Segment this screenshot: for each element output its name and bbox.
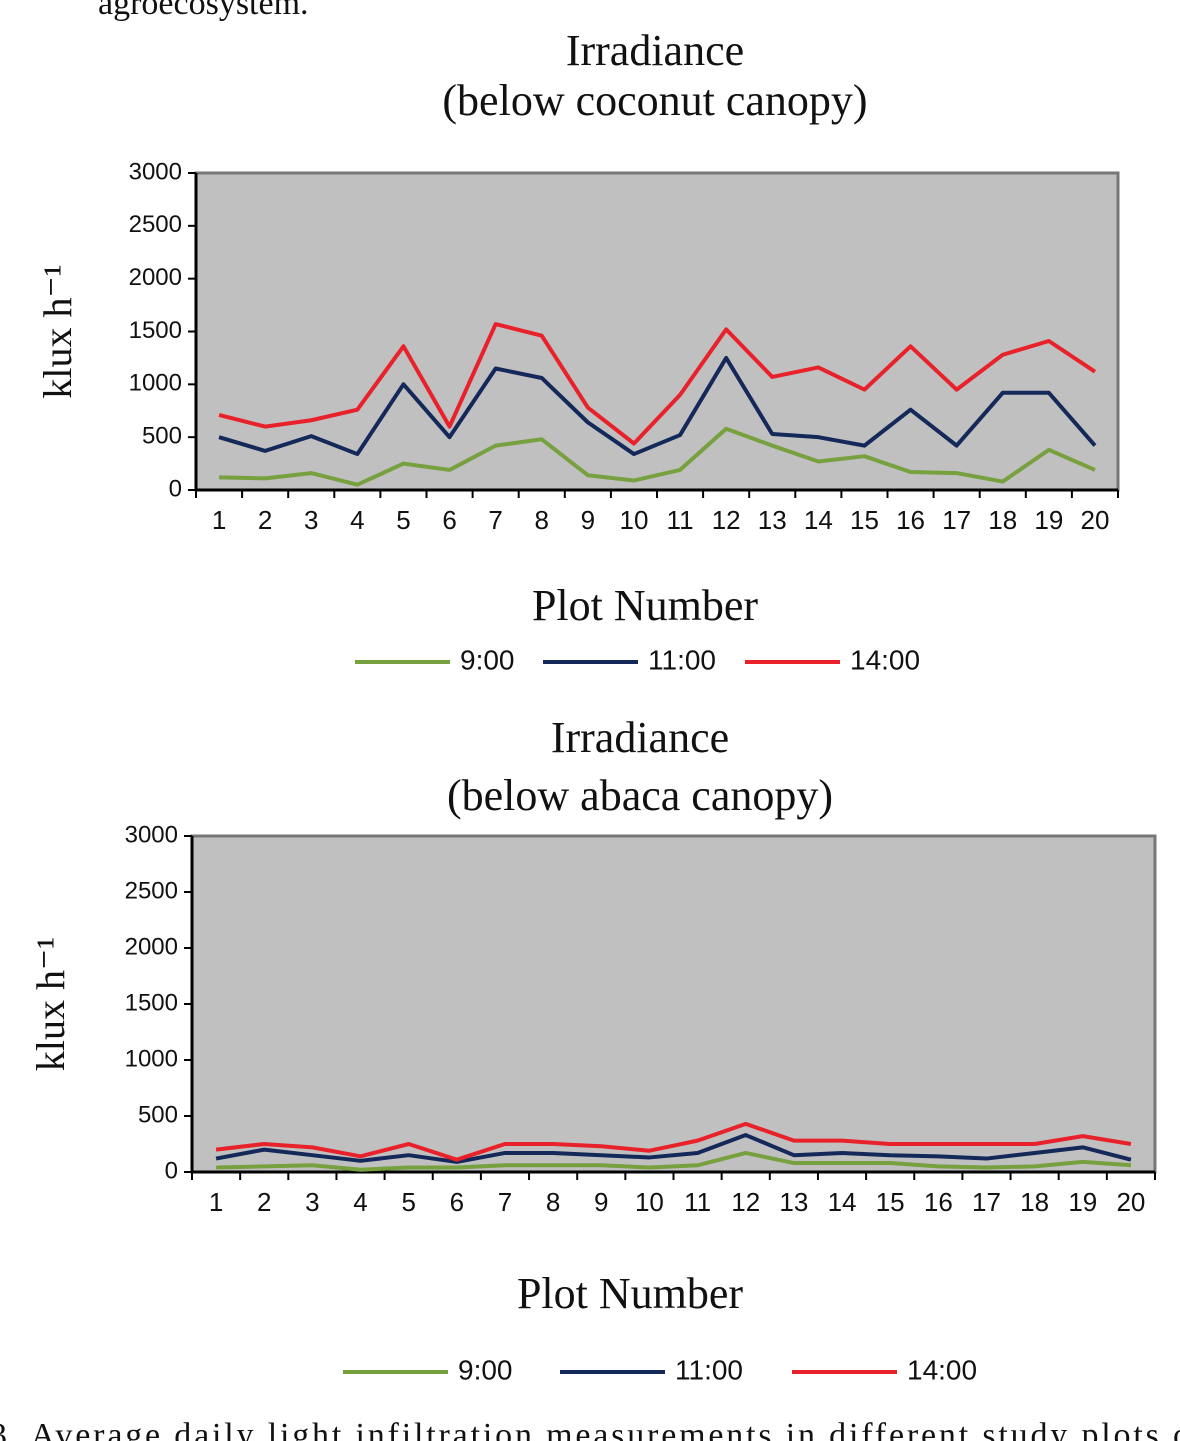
x-tick-label: 17 [942, 505, 971, 535]
chart-title: Irradiance [566, 26, 744, 75]
x-tick-label: 11 [667, 505, 694, 535]
x-tick-label: 2 [257, 1187, 271, 1217]
y-tick-label: 2000 [125, 933, 178, 960]
x-tick-label: 15 [850, 505, 879, 535]
legend-label: 9:00 [460, 644, 515, 675]
legend-label: 14:00 [907, 1354, 977, 1385]
x-tick-label: 20 [1080, 505, 1109, 535]
x-tick-label: 3 [305, 1187, 319, 1217]
y-tick-label: 2500 [125, 877, 178, 904]
series-line [215, 1133, 1132, 1164]
x-tick-label: 4 [353, 1187, 367, 1217]
y-tick-label: 2000 [129, 264, 182, 291]
x-axis-label: Plot Number [517, 1269, 743, 1318]
x-tick-label: 3 [304, 505, 318, 535]
y-tick-label: 500 [138, 1101, 178, 1128]
y-tick-label: 3000 [129, 158, 182, 185]
y-tick-label: 1000 [129, 370, 182, 397]
x-tick-label: 8 [546, 1187, 560, 1217]
y-tick-label: 2500 [129, 211, 182, 238]
chart-subtitle: (below coconut canopy) [442, 76, 867, 125]
x-tick-label: 18 [1020, 1187, 1049, 1217]
y-tick-label: 1000 [125, 1045, 178, 1072]
series-line [216, 1150, 1132, 1172]
legend-label: 11:00 [648, 644, 716, 675]
x-tick-label: 9 [581, 505, 595, 535]
x-tick-label: 5 [396, 505, 410, 535]
y-axis-label: klux h⁻¹ [35, 264, 80, 398]
x-tick-label: 9 [594, 1187, 608, 1217]
x-tick-label: 13 [779, 1187, 808, 1217]
series-line [219, 426, 1096, 487]
x-tick-label: 18 [988, 505, 1017, 535]
legend-label: 9:00 [458, 1354, 513, 1385]
x-tick-label: 17 [972, 1187, 1001, 1217]
chart-title: Irradiance [551, 713, 729, 762]
legend-label: 14:00 [850, 644, 920, 675]
x-tick-label: 10 [635, 1187, 664, 1217]
x-tick-label: 1 [209, 1187, 223, 1217]
x-tick-label: 1 [212, 505, 226, 535]
x-tick-label: 2 [258, 505, 272, 535]
x-tick-label: 14 [828, 1187, 857, 1217]
series-line [218, 322, 1097, 446]
x-tick-label: 6 [442, 505, 456, 535]
x-tick-label: 14 [804, 505, 833, 535]
x-tick-label: 12 [731, 1187, 760, 1217]
chart-subtitle: (below abaca canopy) [447, 771, 833, 820]
y-tick-label: 1500 [125, 989, 178, 1016]
x-tick-label: 5 [401, 1187, 415, 1217]
plot-area [190, 834, 1157, 1174]
y-tick-label: 0 [165, 1157, 178, 1184]
x-tick-label: 10 [619, 505, 648, 535]
x-tick-label: 16 [896, 505, 925, 535]
x-tick-label: 4 [350, 505, 364, 535]
x-tick-label: 16 [924, 1187, 953, 1217]
legend-label: 11:00 [675, 1354, 743, 1385]
series-line [215, 1121, 1132, 1162]
x-tick-label: 8 [535, 505, 549, 535]
x-axis-label: Plot Number [532, 581, 758, 630]
header-fragment: agroecosystem. [98, 0, 309, 22]
x-tick-label: 12 [712, 505, 741, 535]
x-tick-label: 19 [1068, 1187, 1097, 1217]
y-tick-label: 0 [169, 475, 182, 502]
caption-fragment: 3. Average daily light infiltration meas… [0, 1417, 1180, 1441]
y-axis-label: klux h⁻¹ [28, 937, 73, 1071]
y-tick-label: 3000 [125, 821, 178, 848]
y-tick-label: 500 [142, 423, 182, 450]
x-tick-label: 19 [1034, 505, 1063, 535]
x-tick-label: 7 [488, 505, 502, 535]
series-line [218, 355, 1097, 457]
x-tick-label: 6 [450, 1187, 464, 1217]
x-tick-label: 7 [498, 1187, 512, 1217]
y-tick-label: 1500 [129, 317, 182, 344]
x-tick-label: 13 [758, 505, 787, 535]
x-tick-label: 11 [684, 1187, 711, 1217]
x-tick-label: 20 [1116, 1187, 1145, 1217]
x-tick-label: 15 [876, 1187, 905, 1217]
